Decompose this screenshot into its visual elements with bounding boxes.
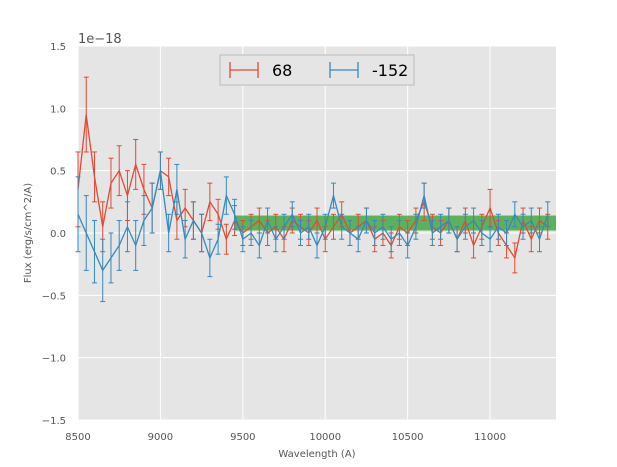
tick-labels: 8500 9000 9500 10000 10500 11000 −1.5 −1.0 −0.5 0… bbox=[42, 42, 506, 443]
y-tick-label: 1.0 bbox=[50, 104, 66, 115]
legend-label-68: 68 bbox=[272, 61, 292, 80]
y-tick-label: −1.5 bbox=[42, 416, 66, 427]
y-tick-label: 0.0 bbox=[50, 229, 66, 240]
legend-label-152: -152 bbox=[372, 61, 408, 80]
y-tick-label: 0.5 bbox=[50, 167, 66, 178]
confidence-band-layer bbox=[234, 215, 556, 231]
x-axis-label: Wavelength (A) bbox=[278, 449, 355, 460]
y-offset-label: 1e−18 bbox=[78, 32, 122, 47]
confidence-band bbox=[234, 215, 556, 231]
x-tick-label: 10500 bbox=[392, 432, 424, 443]
y-tick-label: −0.5 bbox=[42, 291, 66, 302]
x-tick-label: 9500 bbox=[230, 432, 255, 443]
series-layer bbox=[75, 76, 551, 303]
series-1 bbox=[75, 151, 551, 303]
legend: 68 -152 bbox=[219, 54, 415, 86]
x-tick-label: 11000 bbox=[474, 432, 506, 443]
y-tick-label: −1.0 bbox=[42, 354, 66, 365]
y-tick-label: 1.5 bbox=[50, 42, 66, 53]
x-tick-label: 10000 bbox=[309, 432, 341, 443]
x-tick-label: 8500 bbox=[65, 432, 90, 443]
x-tick-label: 9000 bbox=[148, 432, 173, 443]
series-line bbox=[77, 170, 549, 272]
legend-marker-152 bbox=[329, 62, 359, 78]
legend-marker-68 bbox=[229, 62, 259, 78]
y-axis-label: Flux (erg/s/cm^2/A) bbox=[23, 183, 34, 283]
